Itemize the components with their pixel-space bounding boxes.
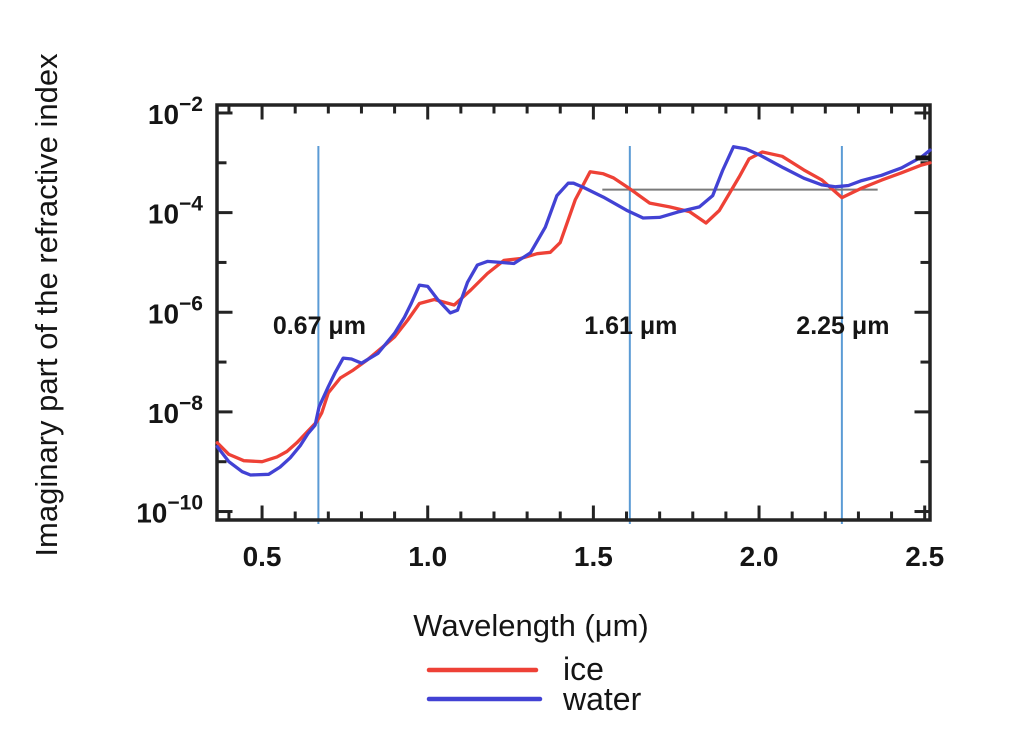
legend: ice water <box>426 651 642 717</box>
series-water-line <box>215 145 932 477</box>
annotation-vline-label: 0.67 μm <box>273 312 366 340</box>
y-tick-label: 10−10 <box>136 492 203 529</box>
x-axis-title: Wavelength (μm) <box>413 608 649 643</box>
y-tick-label: 10−8 <box>148 392 203 429</box>
y-tick-label: 10−2 <box>148 93 203 130</box>
x-tick-label: 2.0 <box>740 541 779 572</box>
x-tick-label: 0.5 <box>243 541 282 572</box>
y-axis-title: Imaginary part of the refractive index <box>29 53 64 557</box>
series-ice-line <box>215 150 932 464</box>
annotation-vline-label: 2.25 μm <box>796 312 889 340</box>
x-tick-label: 1.0 <box>408 541 447 572</box>
plot-area: 0.5 1.0 1.5 2.0 2.5 10−2 10−4 10−6 10−8 10−10 0.67… <box>136 93 944 572</box>
y-tick-label: 10−4 <box>148 193 203 230</box>
x-tick-label: 1.5 <box>574 541 613 572</box>
plot-frame <box>215 103 932 522</box>
y-tick-label: 10−6 <box>148 292 203 329</box>
annotation-vline-label: 1.61 μm <box>584 312 677 340</box>
legend-label-water: water <box>562 681 642 717</box>
x-tick-label: 2.5 <box>905 541 944 572</box>
legend-label-ice: ice <box>563 651 604 687</box>
